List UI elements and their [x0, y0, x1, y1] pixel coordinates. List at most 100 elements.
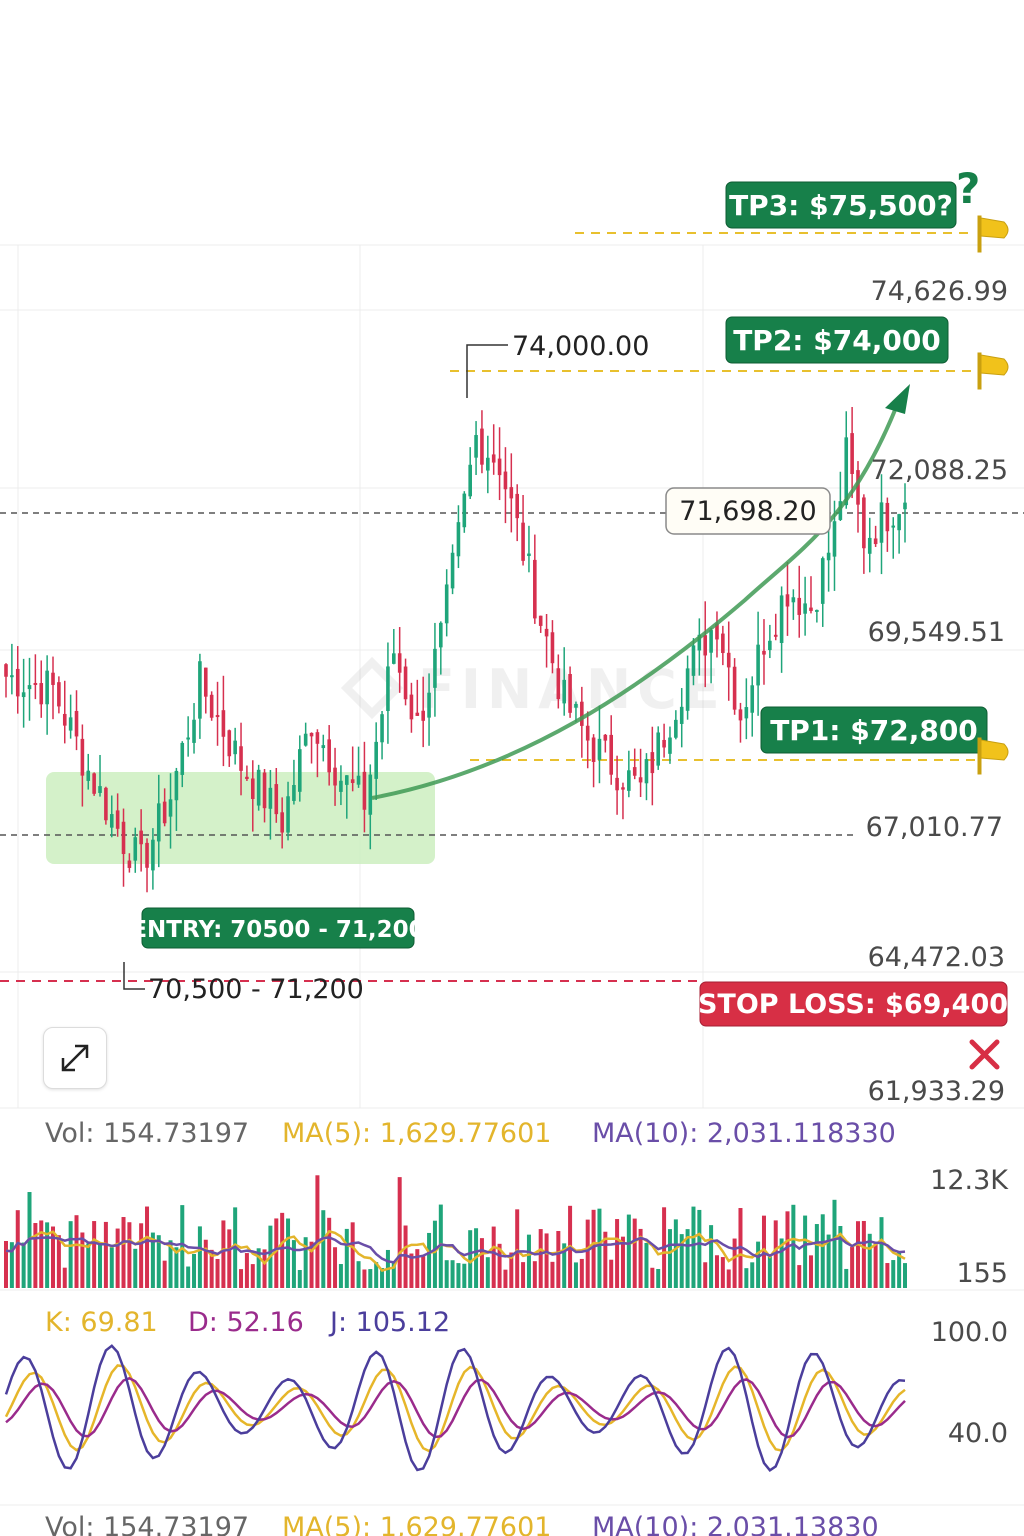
volume-bar [250, 1264, 255, 1288]
volume-bar [855, 1221, 860, 1288]
candle-body [444, 584, 449, 624]
volume-bar [244, 1253, 249, 1288]
candle-body [344, 775, 349, 785]
candle-body [697, 634, 702, 651]
volume-bar [891, 1260, 896, 1288]
flag-icon [977, 215, 1009, 253]
volume-bar [221, 1220, 226, 1288]
candle-body [809, 607, 813, 611]
candle-body [62, 713, 67, 726]
candle-body [497, 458, 502, 476]
volume-axis-top: 12.3K [930, 1165, 1009, 1196]
price-tick-3: 69,549.51 [868, 617, 1005, 648]
bottom-ma10-label: MA(10): 2,031.13830 [592, 1512, 879, 1536]
candle-body [527, 553, 531, 557]
volume-bar [397, 1177, 402, 1288]
candle-body [615, 777, 619, 791]
volume-bar [491, 1226, 496, 1288]
candle-body [474, 435, 478, 458]
candle-body [685, 668, 690, 711]
volume-bar [391, 1261, 396, 1288]
candle-body [632, 767, 637, 776]
volume-bar [820, 1214, 825, 1288]
candle-body [538, 615, 543, 626]
candle-body [509, 487, 514, 499]
candle-body [33, 682, 38, 685]
candle-body [468, 464, 472, 497]
candle-body [45, 670, 49, 705]
volume-bar [626, 1214, 631, 1288]
volume-bar [186, 1266, 191, 1288]
volume-bar [656, 1268, 661, 1288]
kdj-axis-bottom: 40.0 [948, 1418, 1008, 1449]
price-axis: 74,626.99 72,088.25 69,549.51 67,010.77 … [866, 276, 1008, 1107]
candle-body [820, 558, 825, 604]
candle-body [862, 497, 866, 549]
volume-bar [761, 1215, 766, 1288]
entry-tag[interactable]: ENTRY: 70500 - 71,200 [131, 907, 425, 949]
candle-body [80, 738, 85, 776]
candle-body [897, 514, 901, 531]
price-tick-6: 61,933.29 [868, 1076, 1005, 1107]
tp2-tag[interactable]: TP2: $74,000 [725, 316, 949, 364]
candle-body [139, 830, 143, 845]
volume-bar [145, 1206, 150, 1288]
candle-body [650, 752, 655, 774]
volume-bar [808, 1255, 813, 1288]
candle-body [850, 433, 854, 474]
bottom-panel: Vol: 154.73197 MA(5): 1,629.77601 MA(10)… [45, 1512, 879, 1536]
expand-button[interactable] [43, 1027, 107, 1089]
candle-body [362, 771, 367, 810]
candle-body [198, 661, 202, 719]
volume-bar [521, 1262, 526, 1288]
volume-bar [315, 1175, 320, 1288]
volume-bar [861, 1220, 866, 1288]
tp3-text: TP3: $75,500? [729, 189, 953, 222]
candle-body [638, 777, 643, 783]
volume-bar [714, 1255, 719, 1288]
volume-bar [697, 1209, 702, 1288]
tp3-tag[interactable]: TP3: $75,500? [725, 181, 957, 229]
volume-bar [503, 1269, 508, 1288]
flag-icon [977, 737, 1009, 775]
volume-bar [303, 1237, 308, 1288]
candle-body [92, 773, 96, 794]
candle-body [133, 837, 138, 861]
volume-bar [538, 1229, 543, 1288]
candle-body [603, 734, 608, 741]
tp1-tag[interactable]: TP1: $72,800 [760, 706, 988, 754]
candle-body [309, 732, 314, 737]
candle-body [233, 740, 237, 755]
candle-body [826, 552, 831, 561]
volume-bar [92, 1221, 97, 1288]
entry-zone [46, 772, 435, 864]
volume-bar [779, 1238, 784, 1288]
candle-body [297, 749, 302, 792]
volume-bar [297, 1269, 302, 1288]
candle-body [662, 739, 666, 748]
kdj-panel: K: 69.81 D: 52.16 J: 105.12 100.0 40.0 [4, 1307, 1008, 1472]
candle-body [721, 633, 725, 654]
candle-body [421, 710, 425, 721]
price-grid [0, 244, 1024, 1506]
volume-bar [850, 1246, 855, 1288]
candle-body [350, 779, 355, 784]
volume-bar [803, 1215, 808, 1288]
volume-bar [826, 1234, 831, 1288]
candle-body [145, 842, 149, 868]
trend-arrow [371, 384, 910, 800]
volume-bar [732, 1238, 737, 1288]
price-tick-2: 72,088.25 [871, 455, 1008, 486]
candle-body [879, 502, 884, 543]
candle-body [374, 741, 378, 779]
volume-bar [203, 1239, 208, 1288]
candle-body [515, 493, 519, 519]
candle-body [574, 703, 578, 708]
volume-bar [726, 1269, 731, 1288]
stop-loss-tag[interactable]: STOP LOSS: $69,400 [698, 981, 1008, 1027]
ma10-label: MA(10): 2,031.118330 [592, 1118, 896, 1149]
volume-bar [368, 1269, 373, 1288]
volume-bar [45, 1222, 50, 1288]
candle-body [715, 623, 719, 640]
